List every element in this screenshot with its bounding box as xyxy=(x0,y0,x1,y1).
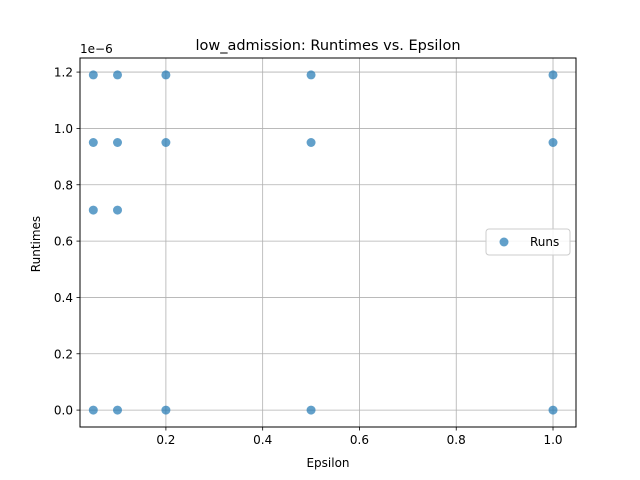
legend-box xyxy=(485,228,571,256)
data-point xyxy=(88,205,98,215)
plot-frame xyxy=(79,57,577,428)
y-tick-label: 1.0 xyxy=(54,122,73,136)
data-point xyxy=(548,405,558,415)
x-tick-label: 0.8 xyxy=(447,433,466,447)
y-axis-offset-label: 1e−6 xyxy=(80,42,113,56)
y-tick-label: 1.2 xyxy=(54,66,73,80)
y-tick-label: 0.4 xyxy=(54,291,73,305)
data-point xyxy=(113,205,123,215)
x-tick-label: 0.4 xyxy=(253,433,272,447)
legend-label: Runs xyxy=(530,235,559,249)
y-tick-label: 0.2 xyxy=(54,347,73,361)
data-point xyxy=(306,405,316,415)
legend: Runs xyxy=(485,228,571,256)
y-axis-label: Runtimes xyxy=(29,216,43,272)
data-point xyxy=(88,138,98,148)
y-tick-label: 0.6 xyxy=(54,235,73,249)
data-point xyxy=(548,70,558,80)
data-point xyxy=(548,138,558,148)
y-tick-label: 0.0 xyxy=(54,404,73,418)
grid xyxy=(80,58,576,427)
data-point xyxy=(306,138,316,148)
data-point xyxy=(113,405,123,415)
data-point xyxy=(161,70,171,80)
x-tick-label: 1.0 xyxy=(543,433,562,447)
data-point xyxy=(113,138,123,148)
data-point xyxy=(161,138,171,148)
y-tick-label: 0.8 xyxy=(54,178,73,192)
data-points xyxy=(88,70,558,415)
chart-title: low_admission: Runtimes vs. Epsilon xyxy=(195,38,460,54)
data-point xyxy=(161,405,171,415)
axis-ticks: 0.2 0.4 0.6 0.8 1.0 0.0 0.2 0.4 0.6 0.8 1.0 1.2 xyxy=(54,66,563,447)
data-point xyxy=(113,70,123,80)
data-point xyxy=(88,405,98,415)
legend-marker xyxy=(499,237,509,247)
x-axis-label: Epsilon xyxy=(306,456,349,470)
data-point xyxy=(306,70,316,80)
x-tick-label: 0.2 xyxy=(156,433,175,447)
data-point xyxy=(88,70,98,80)
x-tick-label: 0.6 xyxy=(350,433,369,447)
